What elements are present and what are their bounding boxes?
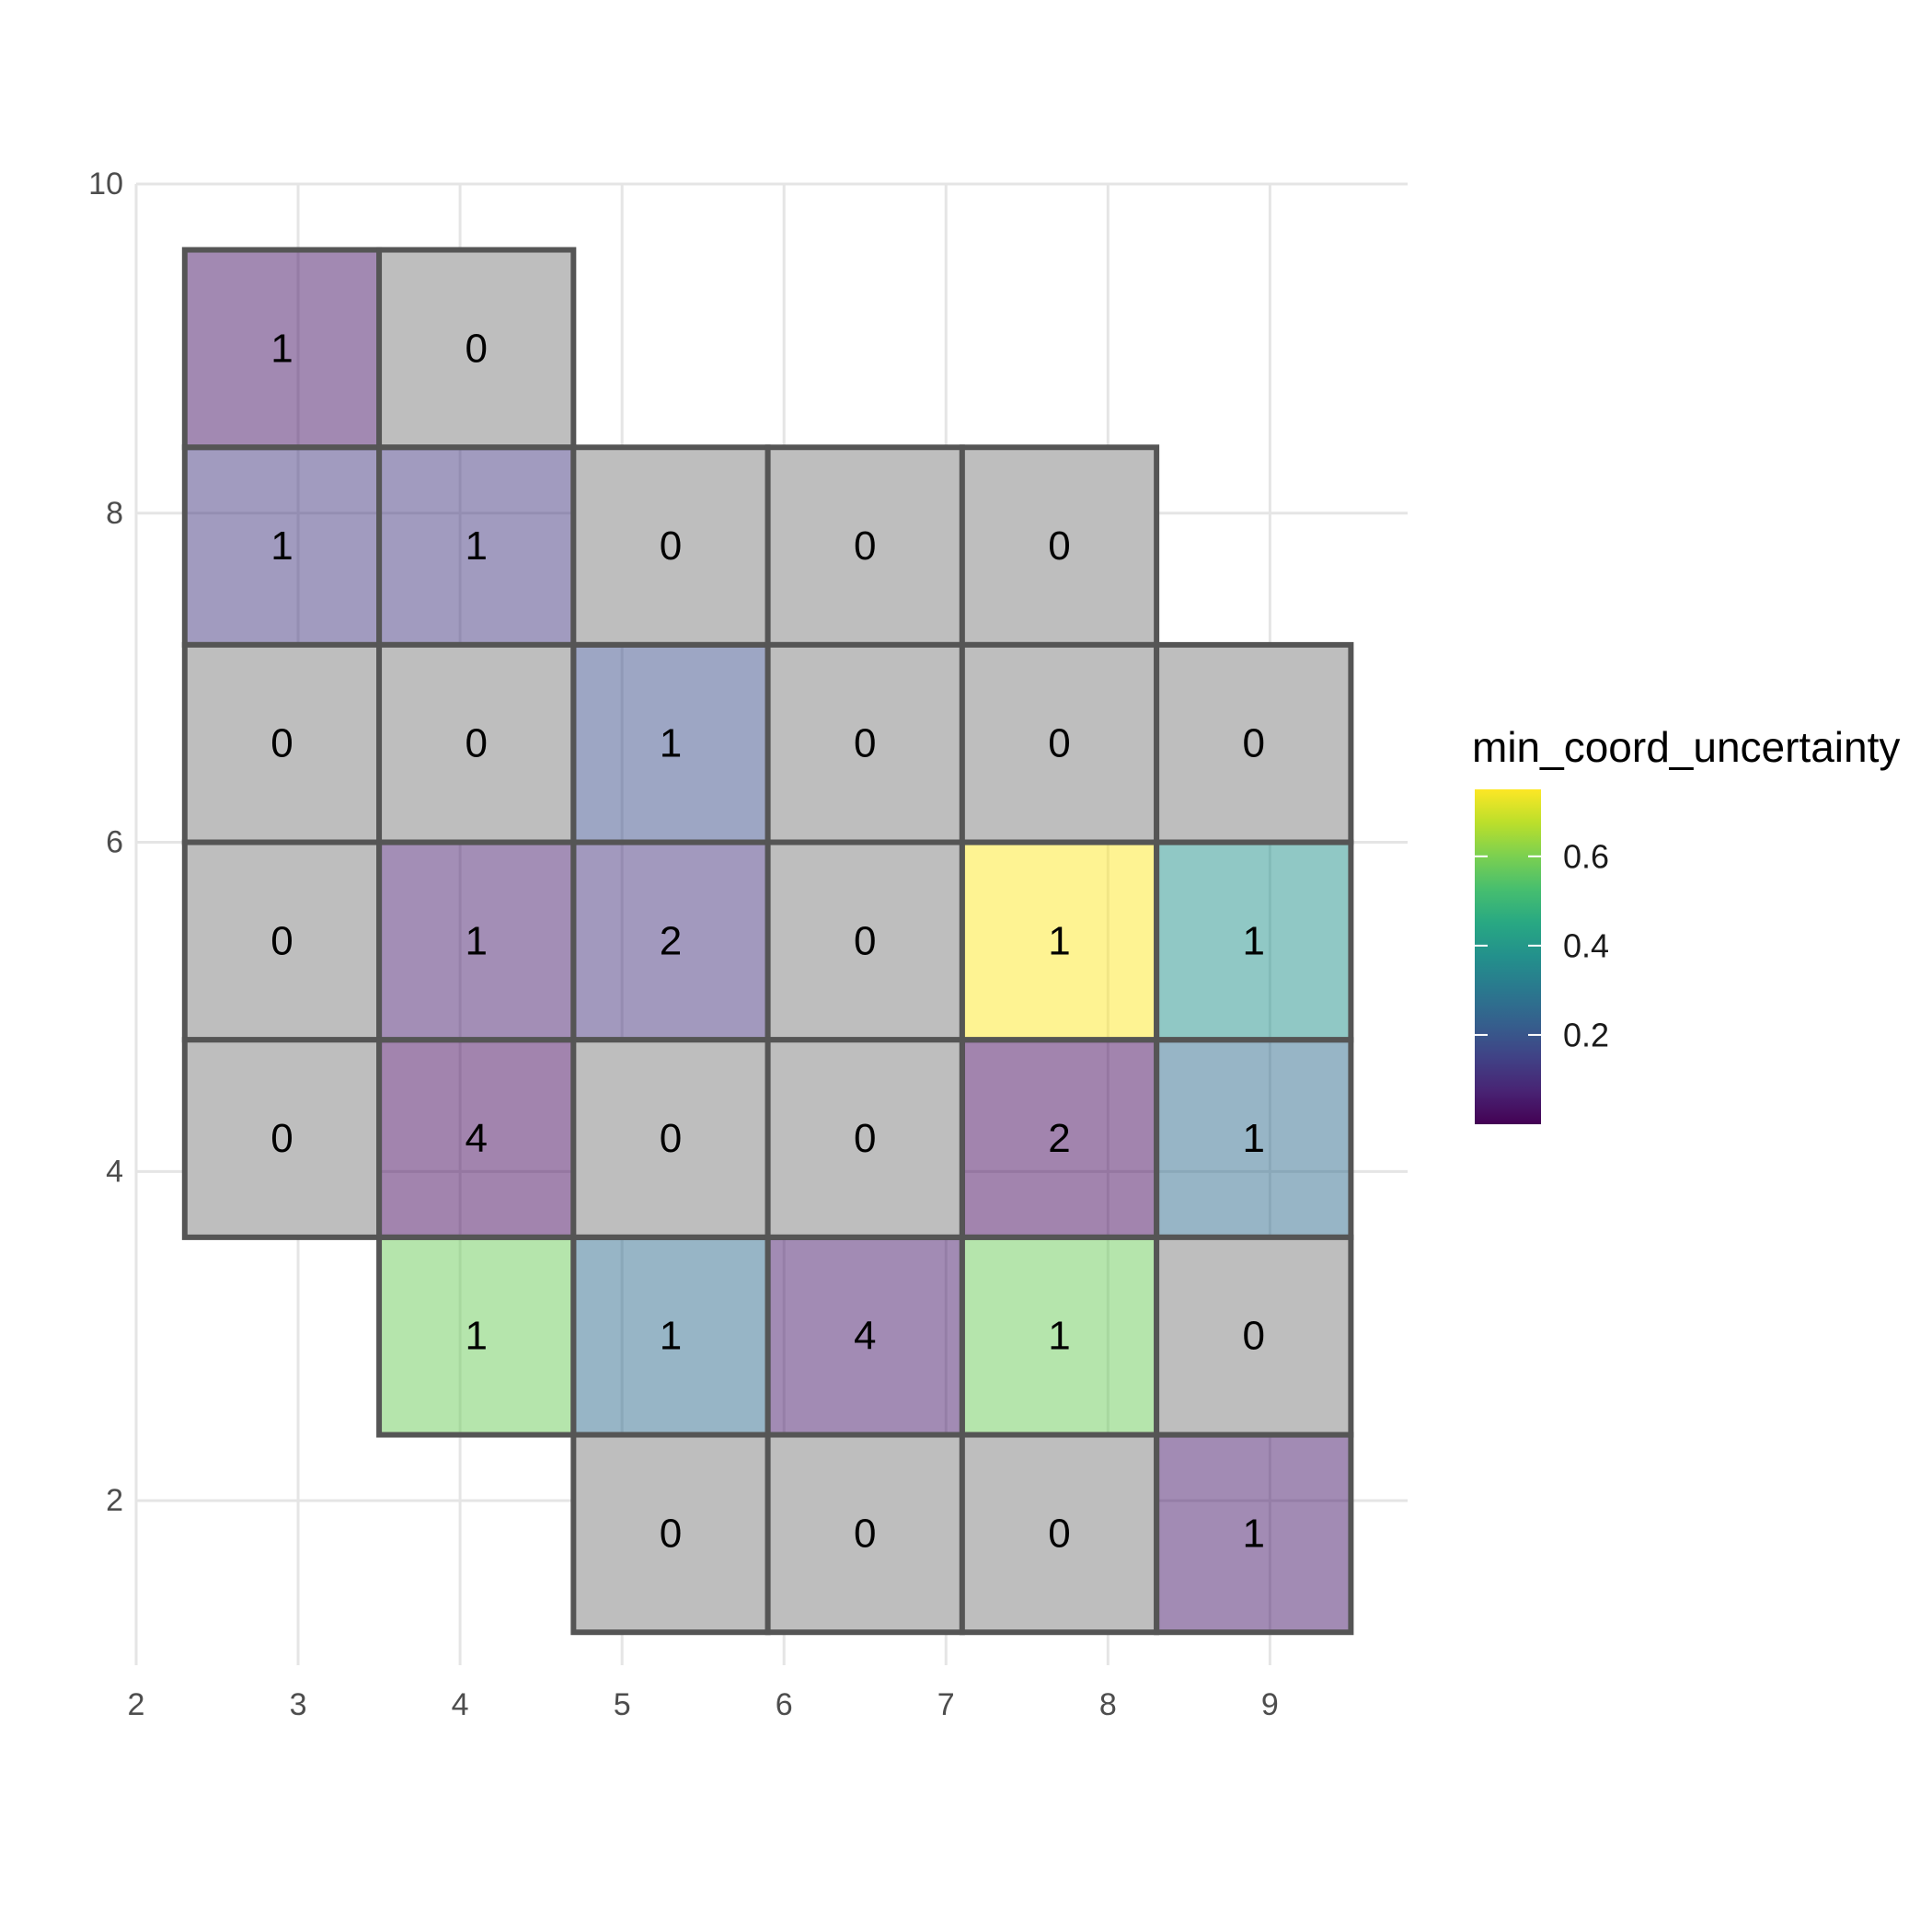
heatmap-cell — [959, 839, 1160, 1043]
heatmap-cell — [376, 1234, 577, 1438]
heatmap-cell — [765, 839, 965, 1043]
legend-tick-label: 0.6 — [1563, 837, 1609, 875]
y-tick-label: 4 — [106, 1154, 123, 1189]
legend-title: min_coord_uncertainty — [1472, 723, 1900, 771]
cell-labels: 1 0 1 1 0 0 0 0 0 1 0 0 0 0 1 2 0 1 1 0 4 0 0 2 1 1 1 4 1 0 0 0 0 1 — [270, 326, 1265, 1556]
cell-count-label: 1 — [660, 721, 682, 766]
cell-count-label: 0 — [854, 523, 876, 569]
heatmap-cell — [376, 839, 577, 1043]
heatmap-cell — [570, 1432, 771, 1636]
cell-count-label: 0 — [1243, 1314, 1265, 1359]
heatmap-cell — [570, 444, 771, 648]
cell-count-label: 4 — [465, 1116, 487, 1161]
y-axis: 2 4 6 8 10 — [88, 167, 123, 1518]
x-tick-label: 5 — [614, 1687, 631, 1722]
heatmap-cell — [765, 1432, 965, 1636]
heatmap-cell — [959, 1432, 1160, 1636]
heatmap-cell — [765, 641, 965, 845]
cell-count-label: 1 — [465, 1314, 487, 1359]
cell-count-label: 2 — [1048, 1116, 1070, 1161]
cell-count-label: 1 — [270, 326, 293, 371]
cell-count-label: 1 — [270, 523, 293, 569]
cell-count-label: 0 — [1048, 1511, 1070, 1556]
cell-count-label: 0 — [660, 523, 682, 569]
cell-count-label: 1 — [1243, 1511, 1265, 1556]
cell-count-label: 0 — [854, 918, 876, 963]
heatmap-cell — [570, 839, 771, 1043]
cell-count-label: 0 — [660, 1116, 682, 1161]
cell-count-label: 0 — [1048, 721, 1070, 766]
heatmap-cell — [1154, 1432, 1354, 1636]
cell-count-label: 1 — [1048, 918, 1070, 963]
x-tick-label: 8 — [1099, 1687, 1117, 1722]
legend: min_coord_uncertainty 0.2 0.4 0.6 — [1472, 723, 1900, 1124]
cell-count-label: 1 — [660, 1314, 682, 1359]
cell-count-label: 1 — [465, 918, 487, 963]
cell-count-label: 0 — [854, 1511, 876, 1556]
heatmap-cell — [181, 444, 383, 648]
heatmap-cell — [181, 839, 383, 1043]
x-axis: 2 3 4 5 6 7 8 9 — [128, 1687, 1279, 1722]
legend-colorbar — [1475, 789, 1541, 1124]
cell-count-label: 1 — [1243, 1116, 1265, 1161]
y-tick-label: 2 — [106, 1483, 123, 1518]
cell-count-label: 0 — [270, 918, 293, 963]
y-tick-label: 8 — [106, 496, 123, 531]
cell-count-label: 2 — [660, 918, 682, 963]
cell-count-label: 0 — [1243, 721, 1265, 766]
cell-count-label: 0 — [270, 721, 293, 766]
heatmap-cell — [181, 1037, 383, 1240]
cell-count-label: 0 — [854, 721, 876, 766]
y-tick-label: 10 — [88, 167, 123, 201]
cell-count-label: 1 — [465, 523, 487, 569]
heatmap-cell — [1154, 839, 1354, 1043]
cell-count-label: 0 — [465, 721, 487, 766]
cell-count-label: 0 — [854, 1116, 876, 1161]
heatmap-cell — [376, 641, 577, 845]
legend-tick-label: 0.4 — [1563, 926, 1609, 964]
cell-count-label: 0 — [660, 1511, 682, 1556]
heatmap-cells — [181, 247, 1354, 1636]
heatmap-cell — [1154, 1037, 1354, 1240]
x-tick-label: 2 — [128, 1687, 145, 1722]
heatmap-cell — [1154, 1234, 1354, 1438]
x-tick-label: 9 — [1261, 1687, 1279, 1722]
y-tick-label: 6 — [106, 825, 123, 860]
heatmap-cell — [1154, 641, 1354, 845]
cell-count-label: 0 — [465, 326, 487, 371]
x-tick-label: 7 — [937, 1687, 955, 1722]
heatmap-cell — [959, 444, 1160, 648]
x-tick-label: 4 — [452, 1687, 469, 1722]
heatmap-cell — [765, 1234, 965, 1438]
heatmap-cell — [959, 1037, 1160, 1240]
cell-count-label: 4 — [854, 1314, 876, 1359]
cell-count-label: 0 — [1048, 523, 1070, 569]
legend-tick-label: 0.2 — [1563, 1016, 1609, 1053]
cell-count-label: 1 — [1243, 918, 1265, 963]
x-tick-label: 3 — [290, 1687, 307, 1722]
x-tick-label: 6 — [776, 1687, 793, 1722]
cell-count-label: 1 — [1048, 1314, 1070, 1359]
cell-count-label: 0 — [270, 1116, 293, 1161]
